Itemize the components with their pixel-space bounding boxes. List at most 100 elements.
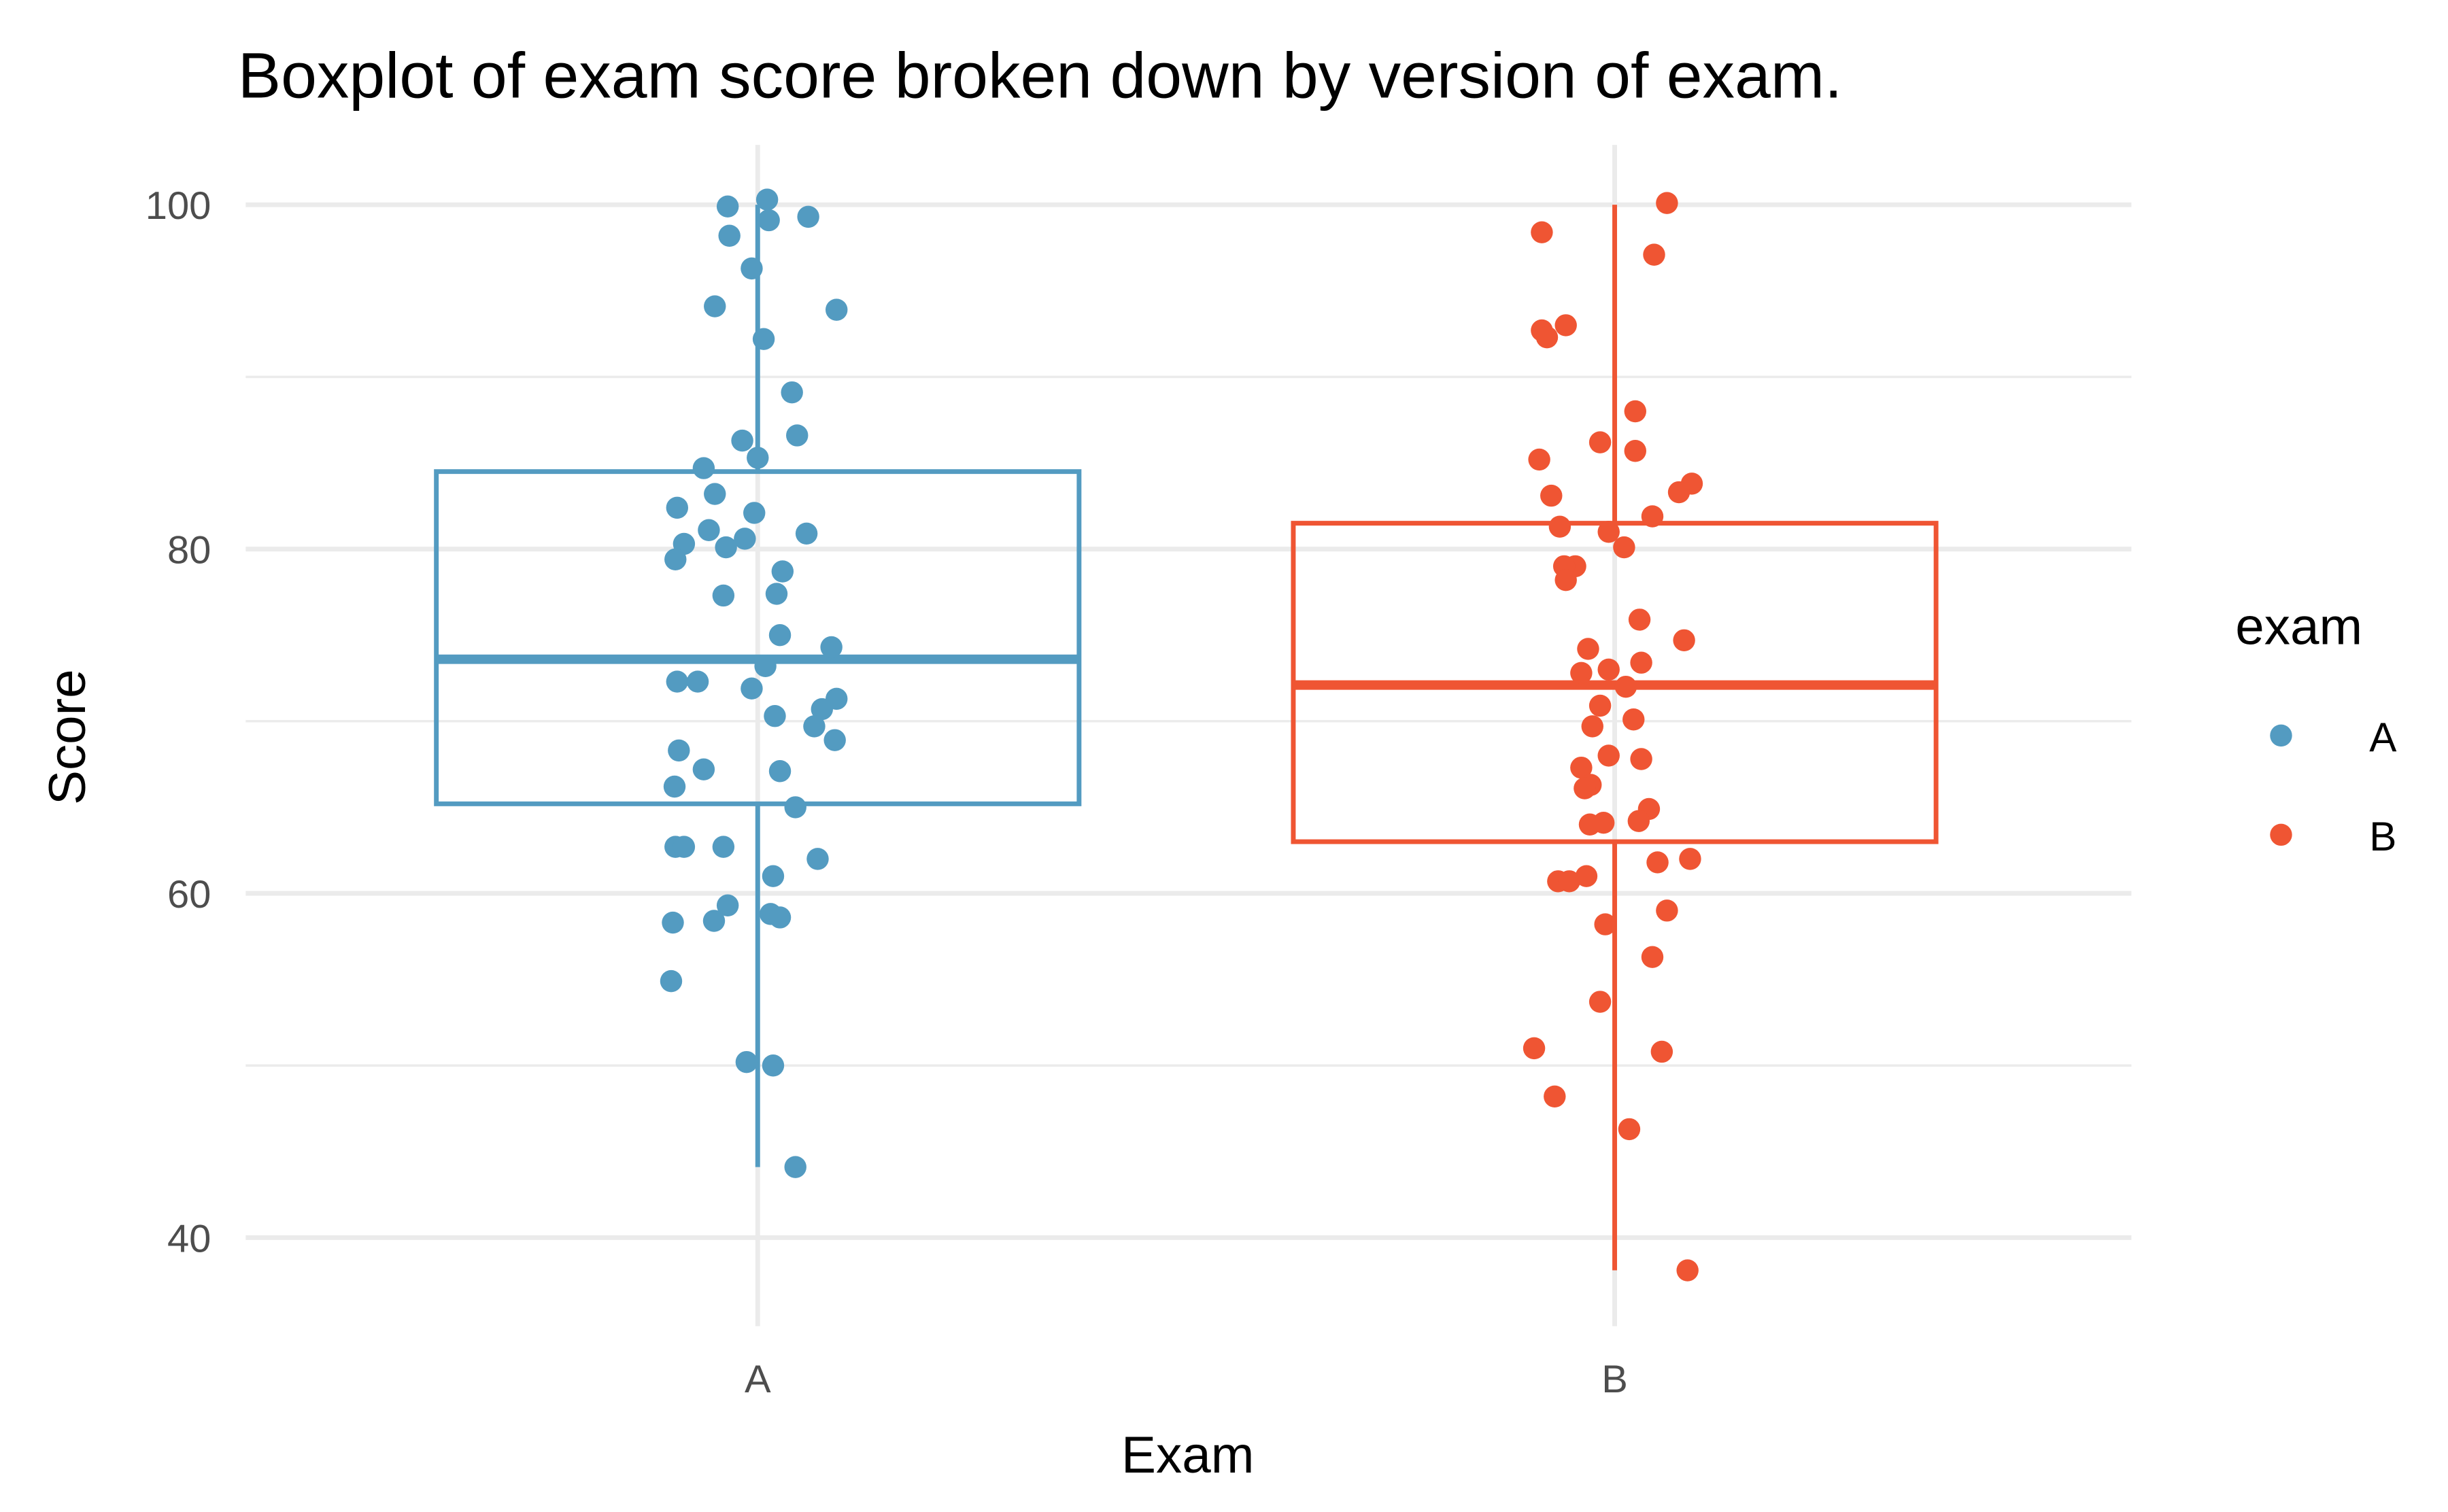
data-point-a (741, 677, 763, 700)
data-point-a (768, 623, 792, 647)
legend-label-a: A (2369, 714, 2397, 760)
data-point-a (755, 188, 779, 211)
data-point-a (692, 758, 715, 780)
box-a (434, 469, 1082, 806)
x-tick-label: B (1601, 1358, 1628, 1401)
data-point-b (1535, 326, 1559, 349)
points (660, 188, 1703, 1282)
data-point-a (743, 502, 766, 524)
legend-title: exam (2235, 598, 2362, 656)
legend: exam A B (2235, 598, 2397, 859)
data-point-a (686, 670, 709, 693)
data-point-b (1650, 1040, 1673, 1063)
data-point-a (692, 457, 715, 479)
data-point-b (1588, 694, 1612, 717)
data-point-b (1614, 675, 1637, 698)
data-point-a (712, 584, 735, 607)
data-point-a (666, 670, 689, 693)
data-point-b (1577, 638, 1599, 660)
data-point-a (735, 1050, 758, 1073)
data-point-b (1597, 521, 1620, 543)
data-point-b (1528, 448, 1550, 471)
data-point-a (765, 583, 788, 605)
data-point-a (712, 836, 735, 858)
data-point-a (762, 1054, 785, 1077)
data-point-a (716, 894, 739, 916)
chart-title: Boxplot of exam score broken down by ver… (238, 40, 1843, 112)
data-point-a (663, 775, 686, 798)
data-point-b (1667, 481, 1690, 504)
y-tick-label: 60 (167, 873, 211, 916)
data-point-b (1592, 811, 1615, 834)
y-tick-label: 40 (167, 1217, 211, 1260)
data-point-a (762, 865, 785, 887)
data-point-b (1613, 536, 1635, 559)
data-point-a (781, 381, 803, 404)
data-point-b (1540, 484, 1563, 507)
data-point-b (1630, 651, 1652, 674)
y-tick-labels: 40 60 80 100 (146, 184, 211, 1260)
data-point-a (698, 519, 720, 541)
data-point-b (1673, 629, 1695, 652)
data-point-a (754, 655, 777, 677)
data-point-b (1630, 748, 1652, 770)
data-point-a (741, 257, 763, 280)
data-point-b (1676, 1259, 1699, 1282)
data-point-b (1597, 744, 1620, 767)
data-point-a (664, 548, 687, 570)
data-point-b (1622, 708, 1645, 731)
data-point-a (718, 224, 741, 247)
data-point-b (1570, 756, 1593, 779)
x-axis-title: Exam (1121, 1426, 1254, 1484)
data-point-a (734, 528, 756, 550)
data-point-b (1588, 991, 1612, 1013)
data-point-b (1575, 865, 1598, 887)
data-point-a (752, 328, 775, 350)
data-point-b (1548, 515, 1571, 538)
data-point-a (731, 429, 753, 452)
data-point-a (704, 295, 726, 317)
y-axis-title: Score (39, 669, 97, 805)
data-point-a (797, 205, 819, 228)
data-point-a (784, 1156, 806, 1178)
data-point-b (1624, 400, 1646, 423)
data-point-b (1641, 505, 1664, 528)
data-point-b (1656, 899, 1678, 922)
data-point-a (715, 536, 737, 559)
data-point-a (823, 729, 846, 751)
legend-key-a (2270, 724, 2292, 747)
data-point-a (786, 424, 809, 447)
data-point-a (811, 698, 834, 721)
data-point-b (1656, 192, 1678, 214)
data-point-a (716, 195, 739, 218)
data-point-a (704, 483, 726, 505)
data-point-a (795, 522, 818, 545)
data-point-a (673, 836, 696, 858)
y-tick-label: 80 (167, 528, 211, 572)
data-point-b (1646, 851, 1669, 874)
data-point-a (702, 910, 726, 932)
data-point-b (1594, 913, 1616, 935)
data-point-a (662, 911, 684, 934)
data-point-a (784, 796, 806, 819)
data-point-b (1643, 243, 1665, 266)
data-point-b (1554, 314, 1577, 337)
legend-label-b: B (2369, 813, 2396, 859)
data-point-a (806, 848, 829, 870)
data-point-b (1570, 662, 1593, 685)
data-point-b (1588, 431, 1612, 453)
data-point-b (1523, 1037, 1546, 1060)
data-point-a (768, 906, 792, 929)
data-point-b (1641, 946, 1664, 968)
data-point-b (1628, 608, 1651, 631)
data-point-a (771, 560, 794, 583)
legend-key-b (2270, 823, 2292, 846)
data-point-a (747, 447, 769, 469)
grid (245, 145, 2132, 1326)
data-point-b (1574, 777, 1596, 800)
data-point-a (660, 969, 683, 993)
x-tick-label: A (745, 1358, 771, 1401)
data-point-b (1679, 848, 1701, 870)
